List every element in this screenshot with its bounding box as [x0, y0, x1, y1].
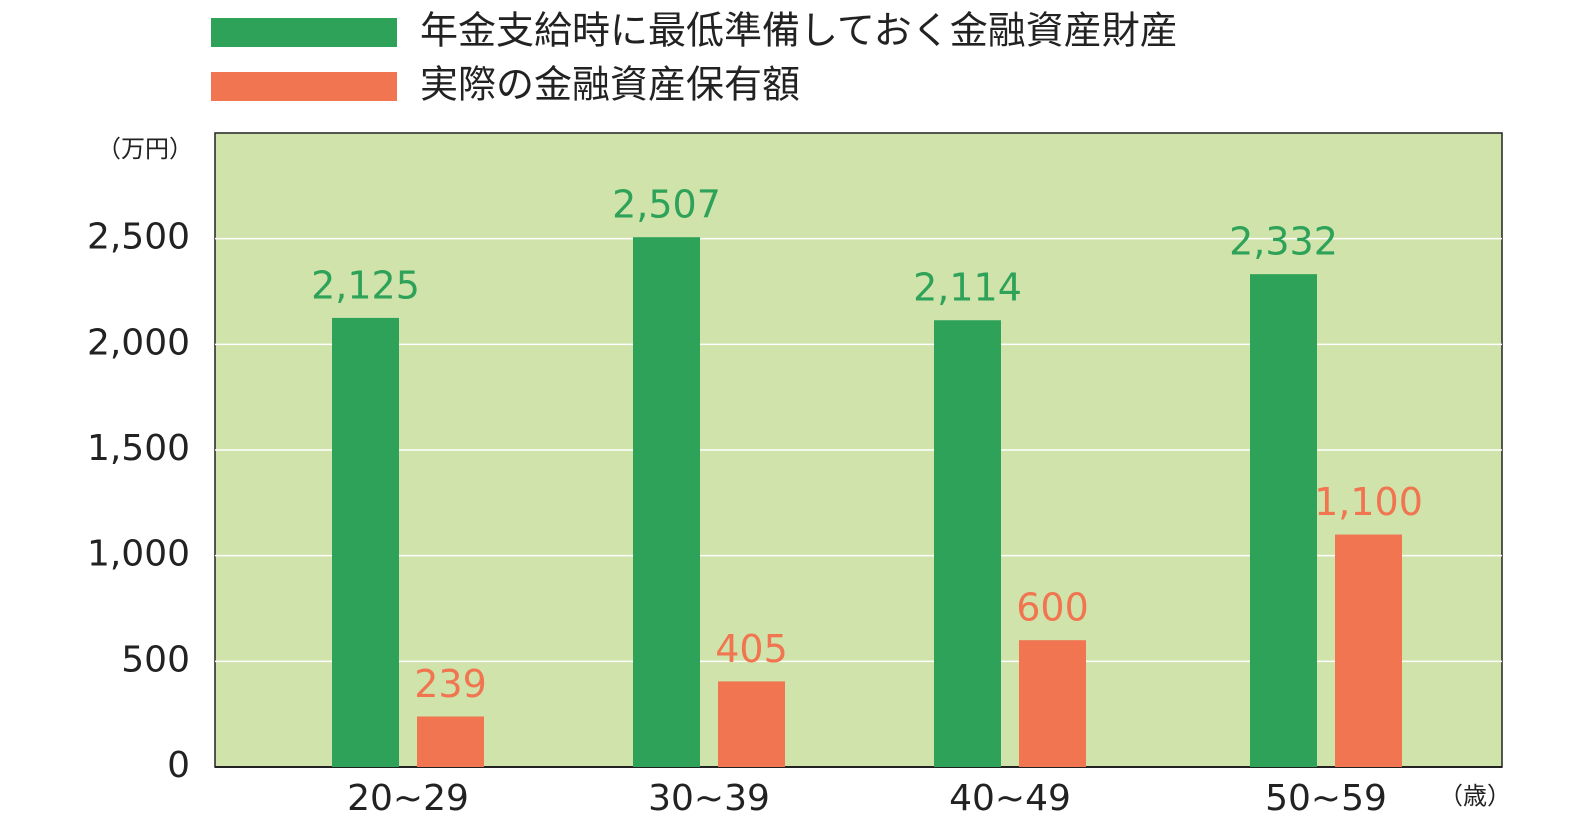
- value-label: 2,332: [1229, 220, 1338, 264]
- bar: [417, 716, 484, 767]
- value-label: 600: [1016, 586, 1089, 630]
- x-unit-label: （歳）: [1439, 782, 1511, 810]
- bar: [1250, 274, 1317, 767]
- value-label: 405: [715, 627, 788, 671]
- y-tick-label: 500: [121, 639, 190, 680]
- bar: [1335, 534, 1402, 767]
- y-unit-label: （万円）: [97, 135, 193, 163]
- x-tick-label: 20~29: [347, 778, 469, 819]
- x-tick-label: 50~59: [1265, 778, 1387, 819]
- y-tick-label: 1,500: [87, 428, 190, 469]
- y-tick-label: 2,000: [87, 322, 190, 363]
- x-tick-label: 40~49: [949, 778, 1071, 819]
- x-tick-label: 30~39: [648, 778, 770, 819]
- legend-swatch: [211, 18, 397, 47]
- value-label: 2,507: [612, 183, 721, 227]
- legend-swatch: [211, 72, 397, 101]
- bar: [633, 237, 700, 768]
- y-tick-label: 1,000: [87, 534, 190, 575]
- y-tick-label: 2,500: [87, 217, 190, 258]
- bar: [934, 320, 1001, 767]
- y-tick-label: 0: [167, 745, 190, 786]
- value-label: 2,114: [913, 266, 1022, 310]
- bar: [1019, 640, 1086, 767]
- bar: [332, 317, 399, 767]
- value-label: 1,100: [1314, 480, 1423, 524]
- value-label: 239: [414, 662, 487, 706]
- legend-label: 年金支給時に最低準備しておく金融資産財産: [420, 9, 1178, 53]
- bar: [718, 681, 785, 767]
- legend-label: 実際の金融資産保有額: [420, 63, 800, 107]
- value-label: 2,125: [311, 263, 420, 307]
